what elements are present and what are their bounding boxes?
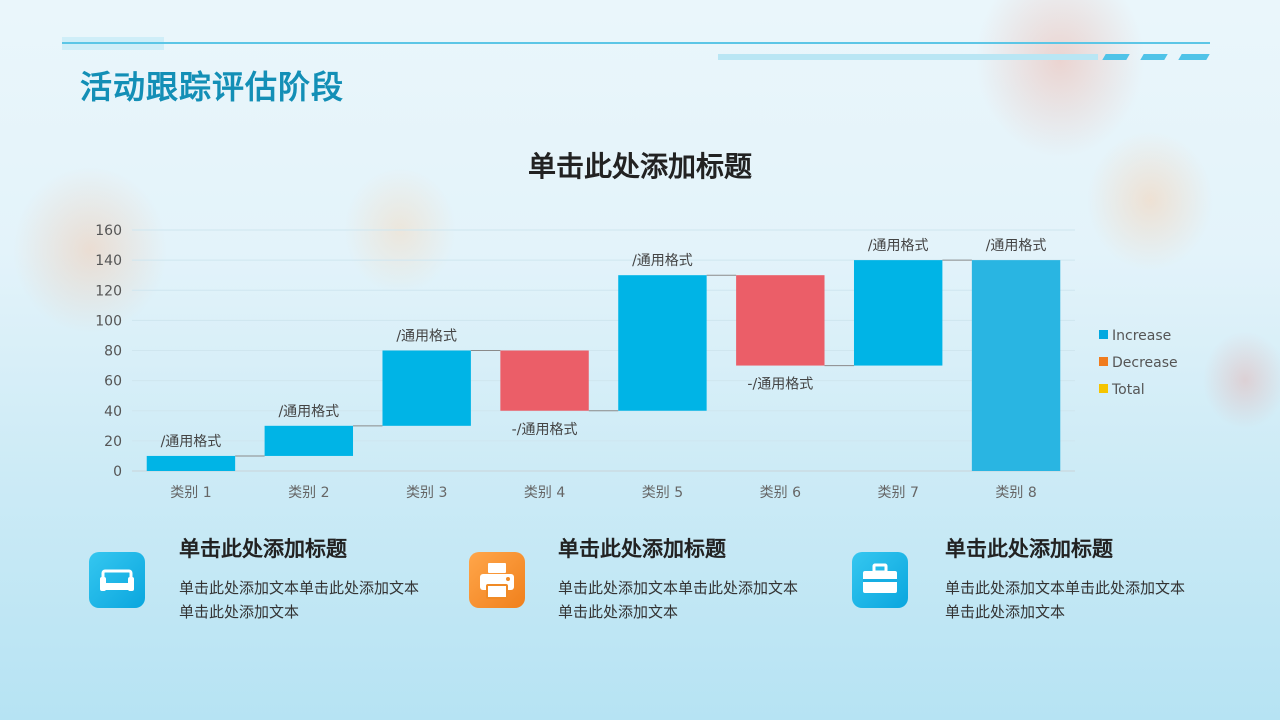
page-title: 活动跟踪评估阶段 [80,68,345,106]
legend-swatch [1099,357,1108,366]
bar-decrease [736,275,825,366]
bar-increase [146,455,236,471]
bar-total [971,260,1061,471]
card-text: 单击此处添加文本单击此处添加文本单击此处添加文本 [945,579,1186,621]
y-tick-label: 160 [95,223,122,239]
x-tick-label: 类别 8 [995,485,1036,501]
data-label: /通用格式 [278,404,339,420]
y-tick-label: 120 [95,283,122,299]
data-label: /通用格式 [632,253,693,269]
sofa-icon [89,552,145,608]
card-text: 单击此处添加文本单击此处添加文本单击此处添加文本 [558,579,799,621]
data-label: /通用格式 [161,434,222,450]
y-tick-label: 40 [104,404,122,420]
y-tick-label: 140 [95,253,122,269]
data-label: -/通用格式 [747,377,813,393]
y-tick-label: 80 [104,344,122,360]
x-tick-label: 类别 2 [288,485,329,501]
x-tick-label: 类别 6 [760,485,801,501]
data-label: /通用格式 [396,329,457,345]
data-label: /通用格式 [986,238,1047,254]
card-title: 单击此处添加标题 [558,537,726,561]
bar-increase [264,425,354,456]
legend-item: Total [1111,382,1145,398]
card-text: 单击此处添加文本单击此处添加文本单击此处添加文本 [179,579,420,621]
data-label: -/通用格式 [512,422,578,438]
bar-decrease [500,350,589,411]
header-rule [62,42,1210,44]
legend-item: Increase [1112,328,1171,344]
toolbox-icon [852,552,908,608]
x-tick-label: 类别 7 [878,485,919,501]
bar-increase [853,260,943,366]
y-tick-label: 0 [113,464,122,480]
x-tick-label: 类别 5 [642,485,683,501]
bar-increase [382,350,471,426]
bar-increase [618,275,707,411]
legend-swatch [1099,384,1108,393]
x-tick-label: 类别 4 [524,485,565,501]
y-tick-label: 100 [95,313,122,329]
header-accent-bar [718,54,1098,60]
legend-item: Decrease [1112,355,1178,371]
chart-title: 单击此处添加标题 [527,150,752,183]
y-tick-label: 60 [104,374,122,390]
card-title: 单击此处添加标题 [179,537,347,561]
data-label: /通用格式 [868,238,929,254]
x-tick-label: 类别 3 [406,485,447,501]
printer-icon [469,552,525,608]
x-tick-label: 类别 1 [170,485,211,501]
legend-swatch [1099,330,1108,339]
card-title: 单击此处添加标题 [945,537,1113,561]
y-tick-label: 20 [104,434,122,450]
